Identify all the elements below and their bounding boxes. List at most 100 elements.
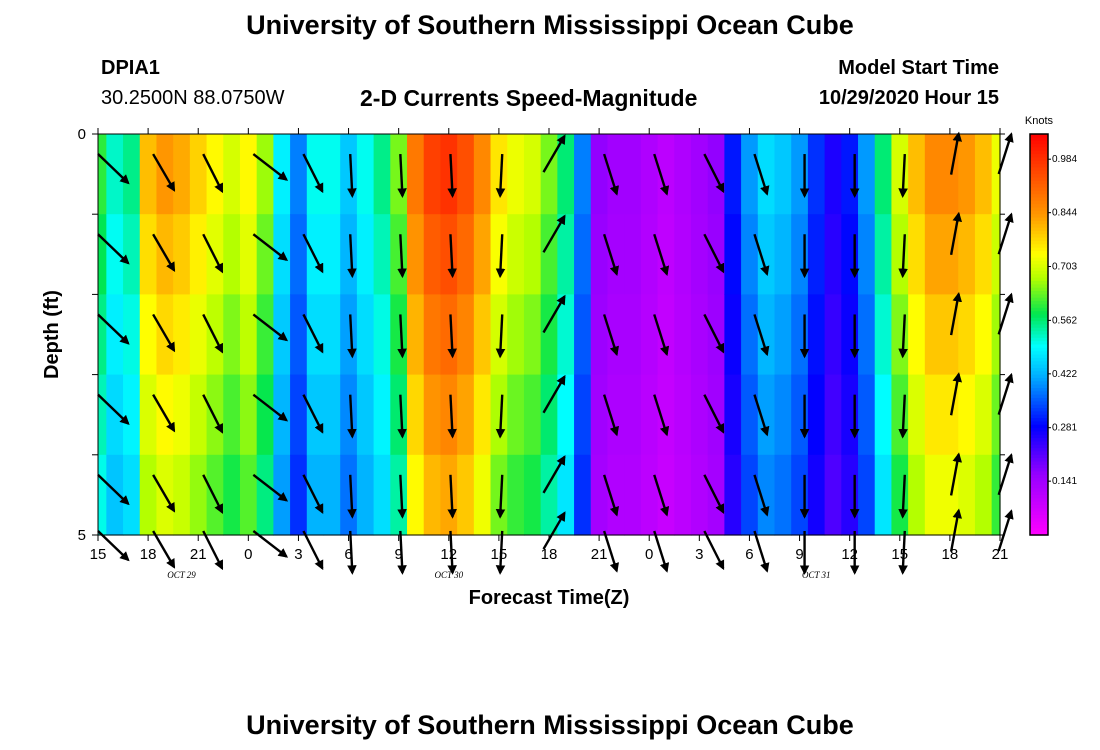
colorbar-segment — [1030, 448, 1048, 453]
heatmap-cell — [991, 454, 1001, 536]
current-vector — [542, 511, 566, 550]
model-start-label: Model Start Time — [838, 57, 999, 79]
heatmap-cell — [958, 454, 976, 536]
heatmap-cell — [423, 294, 442, 376]
current-vector — [949, 372, 963, 416]
colorbar-segment — [1030, 488, 1048, 493]
heatmap-cell — [457, 454, 475, 536]
current-vector — [152, 233, 176, 273]
date-label: OCT 30 — [434, 570, 463, 580]
heatmap-cell — [991, 134, 1001, 215]
current-vector — [447, 530, 457, 575]
heatmap-cell — [908, 214, 926, 295]
colorbar-segment — [1030, 314, 1048, 319]
current-vector — [703, 394, 725, 434]
heatmap-cell — [457, 294, 475, 376]
colorbar-segment — [1030, 137, 1048, 142]
current-vector — [753, 474, 770, 517]
heatmap-cell — [473, 454, 492, 536]
current-vector — [997, 509, 1014, 552]
heatmap-cell — [924, 214, 943, 295]
colorbar-tick-label: 0.984 — [1052, 154, 1077, 165]
x-tick-label: 0 — [645, 546, 653, 563]
colorbar-segment — [1030, 217, 1048, 222]
current-vector — [495, 314, 506, 359]
colorbar-segment — [1030, 174, 1048, 179]
colorbar-segment — [1030, 441, 1048, 446]
current-vector — [252, 313, 289, 342]
heatmap-cell — [908, 374, 926, 456]
current-vector — [753, 233, 770, 276]
colorbar-segment — [1030, 297, 1048, 302]
heatmap-cell — [106, 214, 124, 295]
heatmap-cell — [139, 454, 158, 536]
x-tick-label: 18 — [140, 546, 157, 563]
heatmap-cell — [958, 374, 976, 456]
heatmap-cell — [540, 294, 558, 376]
colorbar-segment — [1030, 421, 1048, 426]
heatmap-cell — [874, 214, 893, 295]
colorbar-segment — [1030, 157, 1048, 162]
colorbar-tick-label: 0.562 — [1052, 315, 1077, 326]
heatmap-cell — [323, 134, 341, 215]
colorbar-segment — [1030, 521, 1048, 526]
x-axis-title: Forecast Time(Z) — [469, 587, 630, 609]
heatmap-cell — [173, 294, 191, 376]
heatmap-cell — [841, 134, 859, 215]
heatmap-cell — [791, 454, 809, 536]
heatmap-cell — [908, 294, 926, 376]
colorbar-segment — [1030, 264, 1048, 269]
heatmap-cell — [106, 374, 124, 456]
x-tick-label: 15 — [891, 546, 908, 563]
heatmap-cell — [807, 454, 826, 536]
heatmap-cell — [574, 374, 592, 456]
heatmap-cell — [290, 374, 308, 456]
heatmap-cell — [774, 134, 792, 215]
heatmap-cell — [724, 374, 742, 456]
colorbar-segment — [1030, 150, 1048, 155]
current-vector — [97, 233, 130, 265]
current-vector — [252, 393, 289, 422]
heatmap-cell — [423, 374, 442, 456]
heatmap-cell — [239, 214, 258, 295]
colorbar-segment — [1030, 147, 1048, 152]
heatmap-cell — [423, 134, 442, 215]
heatmap-cell — [774, 374, 792, 456]
heatmap-cell — [841, 294, 859, 376]
heatmap-cell — [690, 294, 709, 376]
heatmap-cell — [924, 294, 943, 376]
colorbar-segment — [1030, 504, 1048, 509]
heatmap-cell — [356, 374, 375, 456]
heatmap-cell — [139, 294, 158, 376]
colorbar-segment — [1030, 287, 1048, 292]
x-tick-label: 21 — [591, 546, 608, 563]
heatmap-cell — [139, 214, 158, 295]
colorbar-segment — [1030, 464, 1048, 469]
heatmap-cell — [490, 374, 508, 456]
heatmap-cell — [707, 374, 725, 456]
colorbar-segment — [1030, 187, 1048, 192]
heatmap-cell — [674, 134, 692, 215]
current-vector — [602, 530, 619, 573]
colorbar-segment — [1030, 508, 1048, 513]
heatmap-cell — [791, 294, 809, 376]
x-tick-label: 12 — [440, 546, 457, 563]
current-vector — [602, 474, 619, 517]
heatmap-cell — [490, 134, 508, 215]
colorbar-segment — [1030, 394, 1048, 399]
heatmap-cell — [574, 294, 592, 376]
heatmap-cell — [741, 454, 759, 536]
current-vector — [97, 393, 130, 425]
heatmap-cell — [540, 214, 558, 295]
station-coords: 30.2500N 88.0750W — [101, 87, 285, 109]
colorbar-segment — [1030, 434, 1048, 439]
current-vector — [347, 474, 357, 519]
heatmap-cell — [123, 214, 141, 295]
heatmap-cell — [423, 454, 442, 536]
heatmap-cell — [991, 214, 1001, 295]
heatmap-cell — [323, 294, 341, 376]
heatmap-cell — [256, 214, 274, 295]
x-tick-label: 21 — [992, 546, 1009, 563]
heatmap-cell — [390, 294, 408, 376]
colorbar-segment — [1030, 501, 1048, 506]
